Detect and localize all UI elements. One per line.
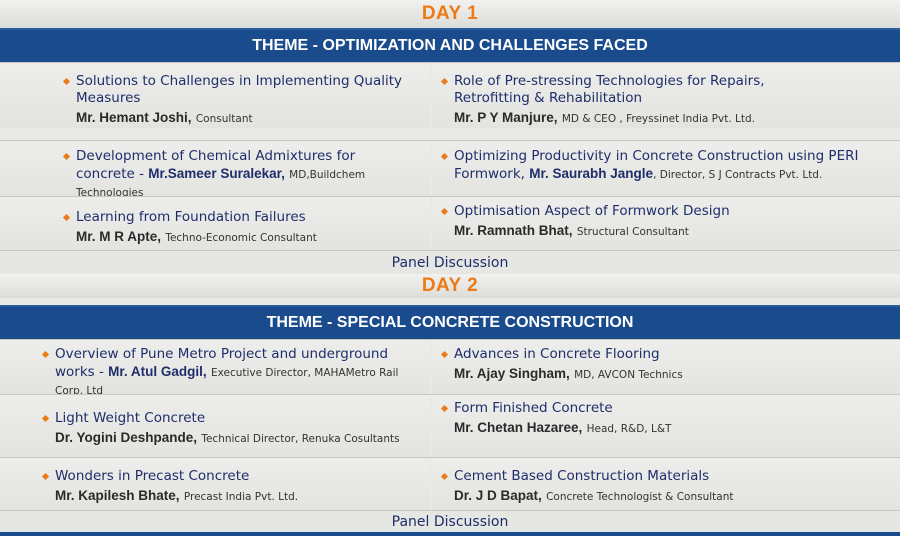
session-item: Role of Pre-stressing Technologies for R… (440, 73, 862, 128)
speaker-role: Techno-Economic Consultant (165, 232, 317, 244)
day1-row-1: Solutions to Challenges in Implementing … (0, 62, 900, 128)
speaker-name: Mr. Kapilesh Bhate, (55, 488, 180, 503)
session-item: Light Weight Concrete Dr. Yogini Deshpan… (41, 410, 428, 448)
session-item: Wonders in Precast Concrete Mr. Kapilesh… (41, 468, 423, 506)
speaker-name: Mr. Ramnath Bhat, (454, 223, 573, 238)
day2-theme-bar: THEME - SPECIAL CONCRETE CONSTRUCTION (0, 305, 900, 339)
day2-row-1: Overview of Pune Metro Project and under… (0, 339, 900, 397)
bullet-icon (440, 400, 454, 438)
session-item: Development of Chemical Admixtures for c… (62, 148, 409, 202)
session-cell: Optimizing Productivity in Concrete Cons… (432, 141, 900, 196)
day1-row-3: Learning from Foundation Failures Mr. M … (0, 196, 900, 251)
day2-row-2: Light Weight Concrete Dr. Yogini Deshpan… (0, 394, 900, 457)
bullet-icon (440, 468, 454, 506)
speaker-name: Dr. Yogini Deshpande, (55, 430, 198, 445)
day2-heading: DAY 2 (0, 274, 900, 298)
session-title: Wonders in Precast Concrete (55, 468, 250, 484)
speaker-name: Mr. Saurabh Jangle (529, 166, 654, 181)
session-cell: Development of Chemical Admixtures for c… (0, 141, 430, 199)
session-item: Advances in Concrete Flooring Mr. Ajay S… (440, 346, 862, 384)
bullet-icon (440, 346, 454, 384)
speaker-role: Consultant (195, 113, 253, 125)
bullet-icon (440, 203, 454, 241)
day1-heading: DAY 1 (0, 0, 900, 28)
session-title: Solutions to Challenges in Implementing … (76, 73, 403, 106)
speaker-name: Mr. M R Apte, (76, 229, 162, 244)
bottom-divider (0, 532, 900, 536)
speaker-role: Structural Consultant (576, 226, 689, 238)
session-title: Optimisation Aspect of Formwork Design (454, 203, 730, 219)
day1-panel-discussion: Panel Discussion (0, 250, 900, 275)
session-item: Solutions to Challenges in Implementing … (62, 73, 409, 128)
speaker-role: MD, AVCON Technics (574, 369, 683, 381)
speaker-name: Mr. Chetan Hazaree, (454, 420, 583, 435)
bullet-icon (62, 148, 76, 202)
session-title: Cement Based Construction Materials (454, 468, 710, 484)
bullet-icon (62, 73, 76, 128)
session-cell: Advances in Concrete Flooring Mr. Ajay S… (432, 340, 900, 394)
session-cell: Overview of Pune Metro Project and under… (0, 340, 430, 397)
session-title: Development of Chemical Admixtures for c… (76, 148, 356, 182)
speaker-name: Mr. P Y Manjure, (454, 110, 558, 125)
speaker-role: Precast India Pvt. Ltd. (183, 491, 299, 503)
speaker-name: Mr. Ajay Singham, (454, 366, 570, 381)
session-title: Overview of Pune Metro Project and under… (55, 346, 389, 380)
day2-row-3: Wonders in Precast Concrete Mr. Kapilesh… (0, 457, 900, 510)
day1-theme-bar: THEME - OPTIMIZATION AND CHALLENGES FACE… (0, 28, 900, 62)
speaker-name: Mr. Hemant Joshi, (76, 110, 192, 125)
session-item: Optimizing Productivity in Concrete Cons… (440, 148, 882, 184)
session-title: Advances in Concrete Flooring (454, 346, 660, 362)
session-cell: Light Weight Concrete Dr. Yogini Deshpan… (0, 395, 430, 457)
speaker-role: MD & CEO , Freyssinet India Pvt. Ltd. (561, 113, 755, 125)
bullet-icon (440, 73, 454, 128)
session-item: Cement Based Construction Materials Dr. … (440, 468, 862, 506)
session-title: Light Weight Concrete (55, 410, 206, 426)
day2-panel-discussion: Panel Discussion (0, 510, 900, 533)
session-title: Optimizing Productivity in Concrete Cons… (454, 148, 859, 182)
session-title: Form Finished Concrete (454, 400, 613, 416)
speaker-role: Head, R&D, L&T (586, 423, 672, 435)
session-title: Learning from Foundation Failures (76, 209, 306, 225)
bullet-icon (440, 148, 454, 184)
session-item: Optimisation Aspect of Formwork Design M… (440, 203, 862, 241)
day1-row-2: Development of Chemical Admixtures for c… (0, 140, 900, 199)
session-cell: Wonders in Precast Concrete Mr. Kapilesh… (0, 458, 430, 510)
session-cell: Cement Based Construction Materials Dr. … (432, 458, 900, 510)
bullet-icon (41, 468, 55, 506)
session-cell: Optimisation Aspect of Formwork Design M… (432, 197, 900, 251)
speaker-role: Concrete Technologist & Consultant (546, 491, 734, 503)
bullet-icon (62, 209, 76, 247)
session-item: Overview of Pune Metro Project and under… (41, 346, 423, 400)
speaker-role: , Director, S J Contracts Pvt. Ltd. (653, 169, 823, 181)
session-item: Learning from Foundation Failures Mr. M … (62, 209, 409, 247)
speaker-role: Technical Director, Renuka Cosultants (201, 433, 400, 445)
session-cell: Role of Pre-stressing Technologies for R… (432, 63, 900, 128)
session-cell: Learning from Foundation Failures Mr. M … (0, 197, 430, 251)
speaker-name: Mr. Atul Gadgil, (108, 364, 207, 379)
session-title: Role of Pre-stressing Technologies for R… (454, 73, 765, 106)
speaker-name: Mr.Sameer Suralekar, (148, 166, 285, 181)
session-cell: Solutions to Challenges in Implementing … (0, 63, 430, 128)
speaker-name: Dr. J D Bapat, (454, 488, 542, 503)
bullet-icon (41, 346, 55, 400)
session-cell: Form Finished Concrete Mr. Chetan Hazare… (432, 395, 900, 457)
bullet-icon (41, 410, 55, 448)
session-item: Form Finished Concrete Mr. Chetan Hazare… (440, 400, 862, 438)
